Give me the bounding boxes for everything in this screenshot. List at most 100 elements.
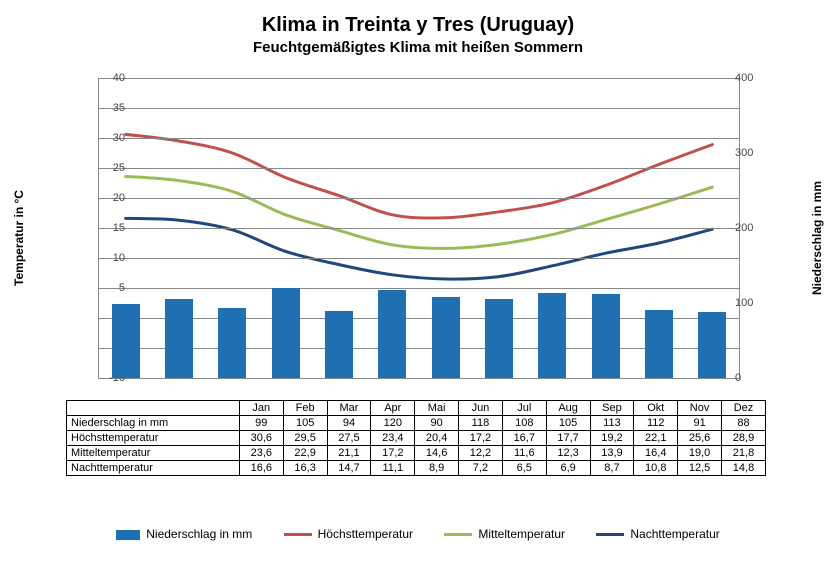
table-cell: 14,7 <box>327 461 371 476</box>
y-left-tick: 30 <box>99 132 125 144</box>
precip-bar <box>592 294 620 378</box>
table-cell: 20,4 <box>415 431 459 446</box>
table-cell: 16,3 <box>283 461 327 476</box>
chart-area: Temperatur in °C Niederschlag in mm -10-… <box>68 78 768 398</box>
table-cell: 105 <box>283 416 327 431</box>
table-cell: 22,1 <box>634 431 678 446</box>
table-cell: 8,7 <box>590 461 634 476</box>
table-cell: 12,5 <box>678 461 722 476</box>
table-cell: 19,0 <box>678 446 722 461</box>
table-cell: 17,2 <box>459 431 503 446</box>
table-cell: 6,5 <box>502 461 546 476</box>
table-month: Dez <box>722 401 766 416</box>
y-right-tick: 100 <box>735 297 765 309</box>
precip-bar <box>538 293 566 378</box>
table-cell: 7,2 <box>459 461 503 476</box>
table-cell: 17,7 <box>546 431 590 446</box>
table-cell: 90 <box>415 416 459 431</box>
table-cell: 12,2 <box>459 446 503 461</box>
table-cell: 118 <box>459 416 503 431</box>
plot-area: -10-505101520253035400100200300400 <box>98 78 740 379</box>
table-month: Mai <box>415 401 459 416</box>
table-cell: 94 <box>327 416 371 431</box>
mean-temp-line <box>126 176 713 248</box>
table-cell: 23,4 <box>371 431 415 446</box>
y-left-tick: 25 <box>99 162 125 174</box>
table-cell: 16,4 <box>634 446 678 461</box>
table-cell: 27,5 <box>327 431 371 446</box>
y-axis-right-label: Niederschlag in mm <box>810 181 824 295</box>
table-month: Feb <box>283 401 327 416</box>
table-cell: 25,6 <box>678 431 722 446</box>
legend-mean: Mitteltemperatur <box>444 527 565 541</box>
table-cell: 105 <box>546 416 590 431</box>
table-cell: 10,8 <box>634 461 678 476</box>
table-cell: 8,9 <box>415 461 459 476</box>
table-cell: 91 <box>678 416 722 431</box>
precip-bar <box>165 299 193 378</box>
precip-bar <box>698 312 726 378</box>
table-month: Sep <box>590 401 634 416</box>
y-left-tick: 35 <box>99 102 125 114</box>
table-cell: 99 <box>239 416 283 431</box>
legend-low: Nachttemperatur <box>596 527 719 541</box>
table-cell: 17,2 <box>371 446 415 461</box>
table-cell: 16,6 <box>239 461 283 476</box>
table-month: Nov <box>678 401 722 416</box>
table-month: Jun <box>459 401 503 416</box>
table-row-label: Niederschlag in mm <box>67 416 240 431</box>
precip-bar <box>485 299 513 378</box>
table-row-label: Mitteltemperatur <box>67 446 240 461</box>
table-cell: 6,9 <box>546 461 590 476</box>
legend-high: Höchsttemperatur <box>284 527 413 541</box>
table-cell: 120 <box>371 416 415 431</box>
legend-precip: Niederschlag in mm <box>116 527 252 541</box>
y-right-tick: 300 <box>735 147 765 159</box>
table-cell: 16,7 <box>502 431 546 446</box>
climate-chart: { "title": "Klima in Treinta y Tres (Uru… <box>0 0 836 575</box>
y-left-tick: 5 <box>99 282 125 294</box>
y-right-tick: 200 <box>735 222 765 234</box>
precip-bar <box>325 311 353 379</box>
table-row-label: Nachttemperatur <box>67 461 240 476</box>
table-cell: 30,6 <box>239 431 283 446</box>
table-month: Jul <box>502 401 546 416</box>
table-cell: 29,5 <box>283 431 327 446</box>
table-month: Mar <box>327 401 371 416</box>
table-cell: 23,6 <box>239 446 283 461</box>
table-month: Aug <box>546 401 590 416</box>
table-cell: 112 <box>634 416 678 431</box>
table-cell: 12,3 <box>546 446 590 461</box>
data-table: JanFebMarAprMaiJunJulAugSepOktNovDez Nied… <box>66 400 766 476</box>
table-cell: 21,8 <box>722 446 766 461</box>
table-cell: 21,1 <box>327 446 371 461</box>
y-left-tick: 10 <box>99 252 125 264</box>
table-cell: 113 <box>590 416 634 431</box>
precip-bar <box>112 304 140 378</box>
y-axis-left-label: Temperatur in °C <box>12 190 26 286</box>
table-row-label: Höchsttemperatur <box>67 431 240 446</box>
precip-bar <box>272 288 300 378</box>
table-month: Okt <box>634 401 678 416</box>
table-cell: 13,9 <box>590 446 634 461</box>
precip-bar <box>218 308 246 379</box>
table-cell: 19,2 <box>590 431 634 446</box>
table-cell: 14,8 <box>722 461 766 476</box>
chart-subtitle: Feuchtgemäßigtes Klima mit heißen Sommer… <box>0 39 836 56</box>
table-cell: 88 <box>722 416 766 431</box>
high-temp-line <box>126 134 713 218</box>
y-right-tick: 400 <box>735 72 765 84</box>
table-cell: 14,6 <box>415 446 459 461</box>
table-month: Apr <box>371 401 415 416</box>
table-cell: 28,9 <box>722 431 766 446</box>
table-month: Jan <box>239 401 283 416</box>
legend: Niederschlag in mm Höchsttemperatur Mitt… <box>0 527 836 541</box>
y-right-tick: 0 <box>735 372 765 384</box>
y-left-tick: 15 <box>99 222 125 234</box>
y-left-tick: 20 <box>99 192 125 204</box>
table-cell: 11,1 <box>371 461 415 476</box>
table-cell: 11,6 <box>502 446 546 461</box>
precip-bar <box>645 310 673 378</box>
chart-title: Klima in Treinta y Tres (Uruguay) <box>0 0 836 37</box>
table-cell: 22,9 <box>283 446 327 461</box>
